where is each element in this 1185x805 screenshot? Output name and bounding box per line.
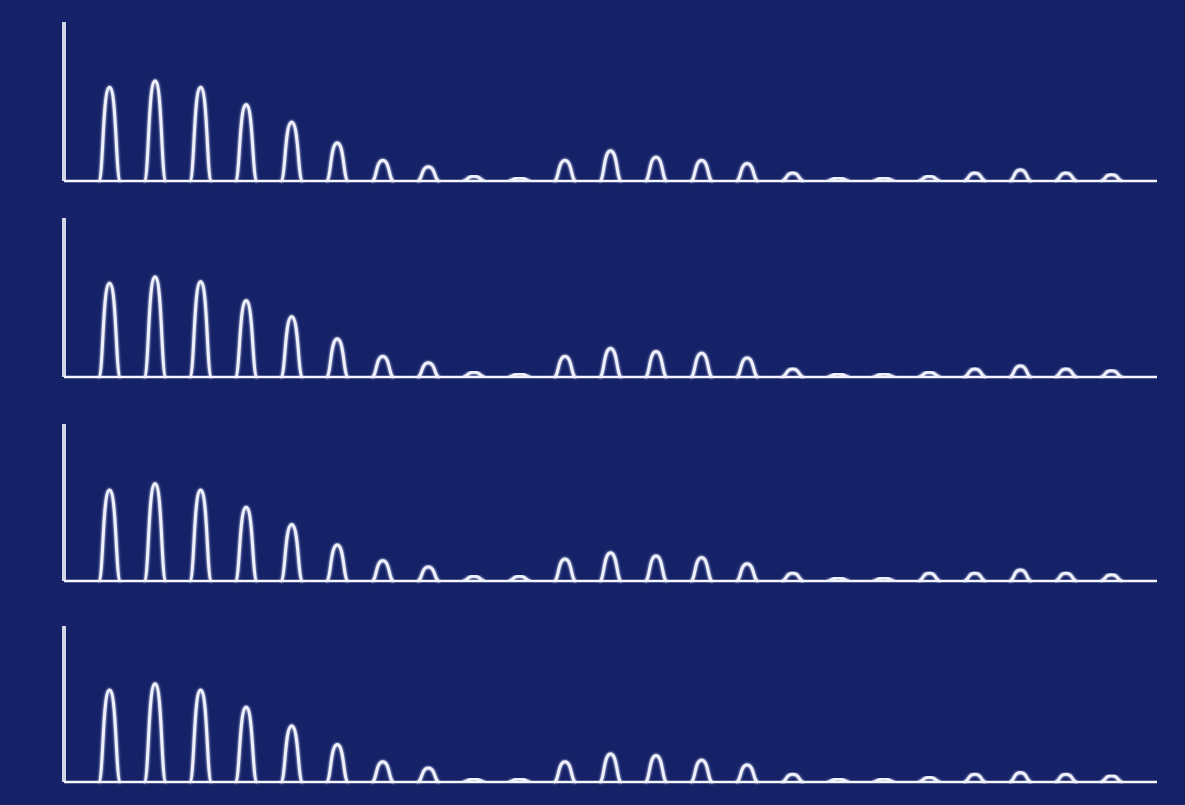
peak-23 (1100, 774, 1123, 784)
peak-12 (598, 752, 623, 784)
peak-19 (918, 775, 941, 784)
peak-2 (142, 482, 168, 583)
peak-3 (188, 688, 214, 784)
peak-3 (188, 488, 214, 583)
peak-14 (689, 555, 714, 583)
peak-13 (644, 350, 668, 379)
peak-5 (279, 522, 305, 583)
peak-10 (508, 777, 531, 784)
peak-22 (1054, 772, 1078, 784)
peak-23 (1100, 173, 1123, 183)
peak-5 (279, 315, 305, 379)
peak-12 (598, 149, 623, 183)
peak-11 (553, 158, 577, 183)
trace-panel-2 (62, 218, 1157, 379)
peak-6 (324, 743, 350, 784)
peak-15 (735, 763, 759, 784)
peak-10 (508, 176, 531, 183)
peak-13 (644, 155, 668, 183)
peak-20 (963, 171, 987, 183)
peak-14 (689, 351, 714, 379)
peak-13 (644, 753, 668, 784)
peak-16 (781, 171, 804, 183)
peak-6 (324, 543, 350, 583)
peak-13 (644, 554, 668, 583)
peak-9 (462, 574, 486, 583)
peak-4 (233, 103, 259, 183)
peak-19 (918, 370, 941, 379)
peak-7 (371, 158, 395, 183)
peak-4 (233, 299, 259, 379)
trace-panel-4 (62, 626, 1157, 784)
peak-7 (371, 760, 395, 784)
trace-panel-3 (62, 424, 1157, 583)
peak-15 (735, 356, 759, 379)
peak-10 (508, 574, 531, 583)
trace-panel-1 (62, 22, 1157, 183)
peak-21 (1008, 168, 1032, 183)
peak-22 (1054, 171, 1078, 183)
peak-18 (872, 576, 895, 583)
peak-2 (142, 275, 168, 379)
peak-17 (827, 777, 850, 784)
peak-7 (371, 354, 395, 379)
peak-23 (1100, 573, 1123, 583)
peak-17 (827, 372, 850, 379)
peak-20 (963, 772, 987, 784)
peak-16 (781, 772, 804, 784)
peak-6 (324, 337, 350, 379)
peak-22 (1054, 367, 1078, 379)
peak-9 (462, 174, 486, 183)
peak-8 (416, 565, 440, 583)
peak-2 (142, 79, 168, 183)
peak-21 (1008, 364, 1032, 379)
peak-3 (188, 280, 214, 379)
peak-21 (1008, 568, 1032, 583)
peak-5 (279, 120, 305, 183)
peak-14 (689, 158, 714, 183)
peak-6 (324, 141, 350, 183)
peak-11 (553, 557, 577, 583)
peak-2 (142, 682, 168, 784)
peak-23 (1100, 369, 1123, 379)
peak-5 (279, 724, 305, 784)
peak-16 (781, 367, 804, 379)
peak-1 (97, 488, 123, 583)
peak-22 (1054, 571, 1078, 583)
peak-18 (872, 372, 895, 379)
peak-9 (462, 370, 486, 379)
peak-12 (598, 551, 623, 583)
peak-16 (781, 571, 804, 583)
peak-20 (963, 367, 987, 379)
peak-12 (598, 346, 623, 379)
peak-8 (416, 361, 440, 379)
peak-9 (462, 777, 485, 784)
peak-1 (97, 85, 123, 183)
peak-11 (553, 354, 577, 379)
peak-4 (233, 705, 259, 784)
peak-1 (97, 281, 123, 379)
peak-8 (416, 165, 440, 183)
peak-11 (553, 760, 577, 784)
peak-19 (918, 174, 941, 183)
peak-20 (963, 571, 987, 583)
peak-8 (416, 766, 440, 784)
peak-7 (371, 559, 395, 583)
peak-18 (872, 176, 895, 183)
peak-15 (735, 162, 759, 183)
peak-15 (735, 562, 759, 583)
peak-21 (1009, 771, 1032, 784)
peak-3 (188, 85, 214, 183)
peak-19 (917, 571, 941, 583)
peak-17 (827, 176, 850, 183)
peak-10 (508, 372, 531, 379)
peak-4 (233, 505, 259, 583)
peak-18 (872, 777, 895, 784)
peak-17 (827, 576, 850, 583)
peak-14 (689, 758, 714, 784)
peak-1 (97, 688, 123, 784)
